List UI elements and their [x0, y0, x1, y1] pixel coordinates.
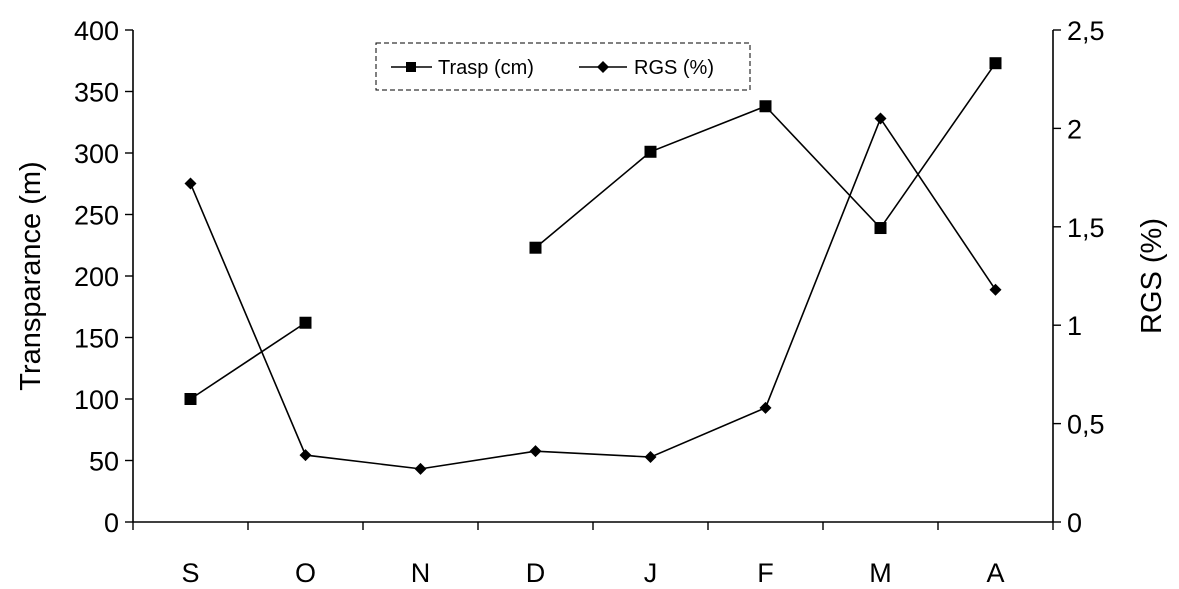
- data-point-square: [874, 222, 887, 235]
- y-right-axis-title: RGS (%): [1136, 218, 1168, 334]
- legend-label-rgs: RGS (%): [634, 57, 714, 79]
- x-tick-label: D: [526, 558, 546, 588]
- data-point-diamond: [874, 112, 887, 125]
- data-point-square: [989, 57, 1002, 70]
- series-rgs: [184, 112, 1002, 475]
- x-tick-label: F: [757, 558, 774, 588]
- legend: Trasp (cm) RGS (%): [375, 42, 751, 91]
- y-right-tick-label: 0: [1067, 508, 1082, 538]
- x-tick-label: M: [869, 558, 892, 588]
- series-line-segment: [189, 116, 997, 470]
- series-line-segment: [534, 62, 997, 249]
- data-point-diamond: [529, 445, 542, 458]
- legend-box: [375, 42, 751, 91]
- y-right-tick-label: 0,5: [1067, 410, 1105, 440]
- data-point-diamond: [299, 449, 312, 462]
- series-line-segment: [190, 322, 306, 400]
- y-left-axis-title: Transparance (m): [15, 161, 47, 390]
- x-tick-label: J: [644, 558, 658, 588]
- legend-marker-diamond: [597, 61, 609, 73]
- y-left-tick-label: 150: [74, 324, 119, 354]
- y-left-tick-label: 250: [74, 201, 119, 231]
- y-left-tick-label: 400: [74, 16, 119, 46]
- data-point-diamond: [644, 451, 657, 464]
- y-left-tick-label: 0: [104, 508, 119, 538]
- x-tick-label: O: [295, 558, 316, 588]
- y-left-tick-label: 200: [74, 262, 119, 292]
- y-right-tick-label: 2: [1067, 114, 1082, 144]
- series-trasp: [184, 57, 1002, 405]
- legend-marker-square: [406, 62, 416, 72]
- data-point-diamond: [184, 177, 197, 190]
- x-tick-label: S: [181, 558, 199, 588]
- x-tick-label: N: [411, 558, 431, 588]
- y-left-tick-label: 300: [74, 139, 119, 169]
- data-point-diamond: [759, 401, 772, 414]
- series-layer: [184, 57, 1002, 475]
- y-left-tick-label: 100: [74, 385, 119, 415]
- data-point-diamond: [414, 462, 427, 475]
- x-tick-label: A: [986, 558, 1004, 588]
- y-right-tick-label: 2,5: [1067, 16, 1105, 46]
- legend-label-trasp: Trasp (cm): [438, 57, 534, 79]
- data-point-square: [529, 241, 542, 254]
- data-point-square: [184, 393, 197, 405]
- data-point-square: [759, 100, 772, 113]
- data-point-square: [644, 145, 657, 158]
- axes: 0 50 100 150 200 250 300 350 400 0 0,5 1 1,5 2 2,5 S O N D…: [74, 16, 1105, 588]
- y-left-tick-label: 50: [89, 447, 119, 477]
- y-right-tick-label: 1: [1067, 311, 1082, 341]
- data-point-diamond: [989, 283, 1002, 296]
- data-point-square: [299, 316, 312, 329]
- y-right-tick-label: 1,5: [1067, 213, 1105, 243]
- y-left-tick-label: 350: [74, 78, 119, 108]
